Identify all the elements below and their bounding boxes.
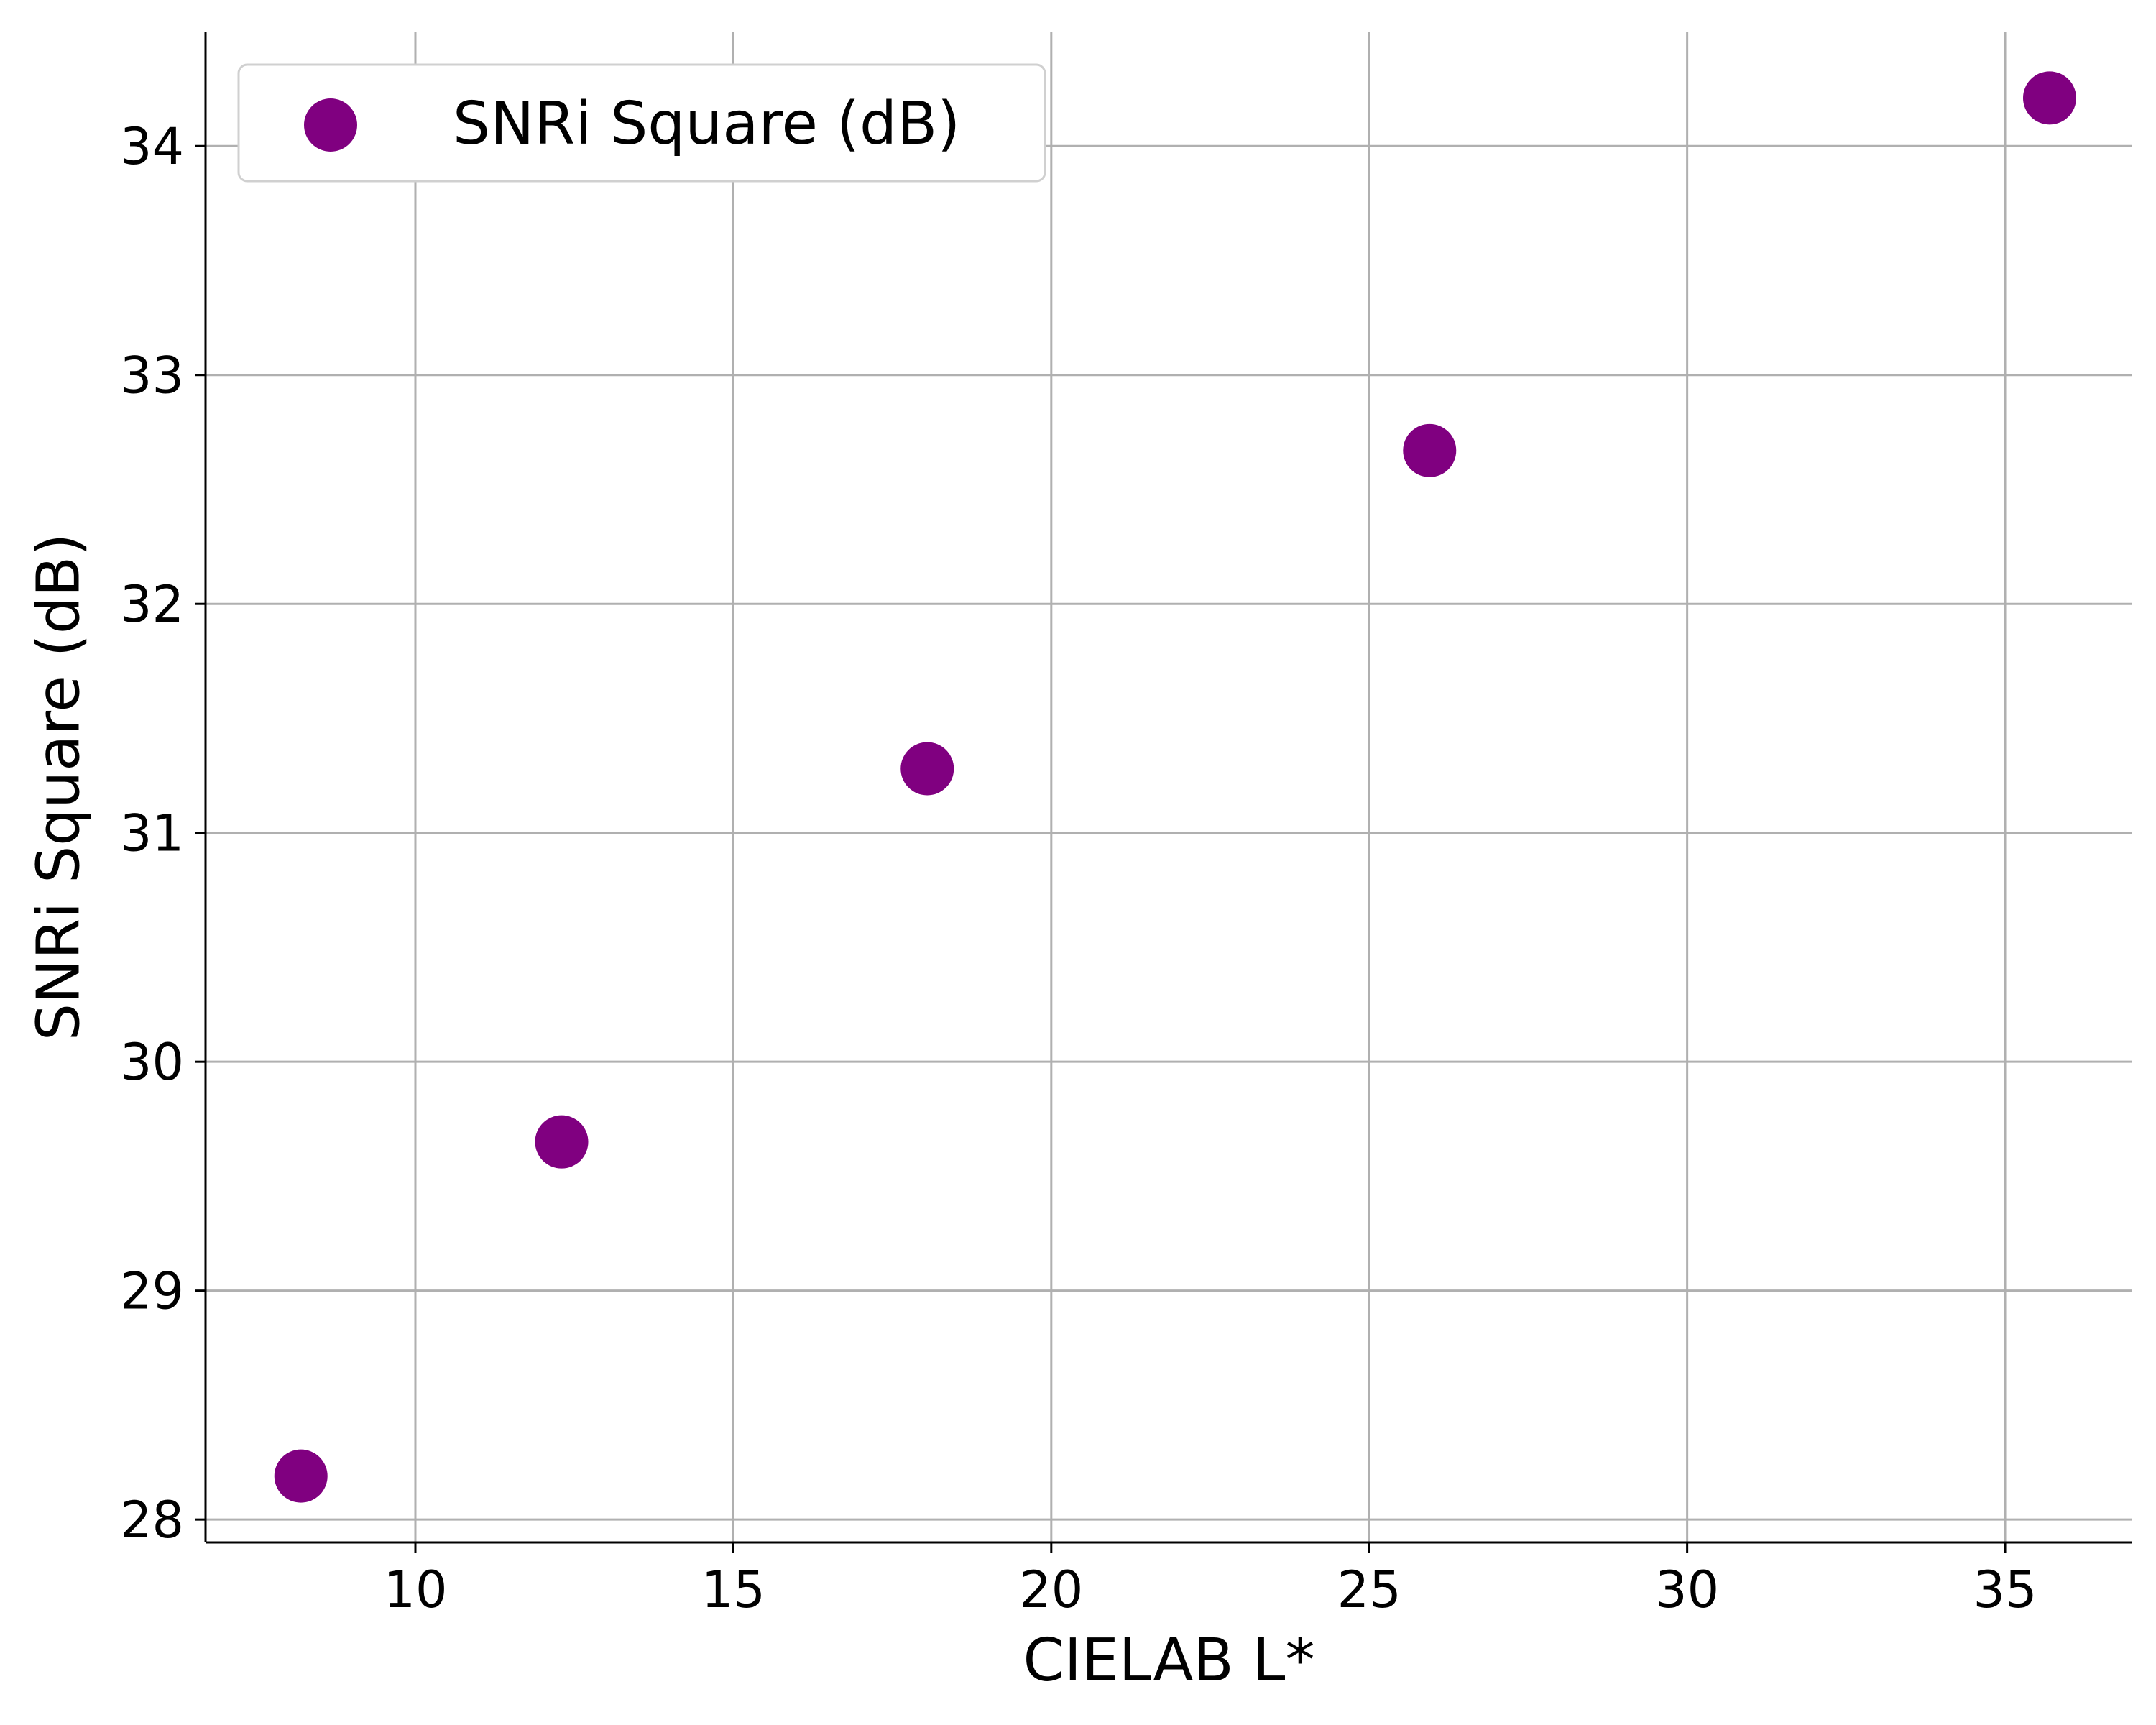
y-tick-label: 29 — [120, 1262, 184, 1321]
data-point — [1403, 423, 1457, 477]
y-tick-label: 31 — [120, 804, 184, 863]
x-tick-label: 30 — [1655, 1560, 1719, 1619]
data-point — [274, 1449, 328, 1503]
x-tick-label: 15 — [701, 1560, 765, 1619]
y-tick-label: 30 — [120, 1033, 184, 1092]
legend: SNRi Square (dB) — [237, 63, 1046, 183]
data-point — [2022, 71, 2076, 125]
legend-box — [237, 63, 1046, 183]
grid — [206, 32, 2132, 1542]
legend-label: SNRi Square (dB) — [453, 90, 960, 158]
x-tick-label: 35 — [1973, 1560, 2037, 1619]
y-tick-label: 34 — [120, 117, 184, 176]
y-tick-label: 28 — [120, 1491, 184, 1550]
x-tick-label: 10 — [383, 1560, 447, 1619]
y-axis-label: SNRi Square (dB) — [25, 533, 93, 1041]
data-points — [274, 71, 2076, 1503]
x-tick-label: 20 — [1019, 1560, 1083, 1619]
y-tick-label: 33 — [120, 346, 184, 405]
x-axis-label: CIELAB L* — [1023, 1627, 1315, 1695]
x-tick-label: 25 — [1337, 1560, 1401, 1619]
data-point — [900, 742, 954, 796]
legend-marker — [304, 98, 357, 152]
y-tick-label: 32 — [120, 575, 184, 634]
axes: 10 15 20 25 30 35 28 29 30 31 32 33 34 — [120, 32, 2132, 1619]
data-point — [535, 1115, 589, 1169]
